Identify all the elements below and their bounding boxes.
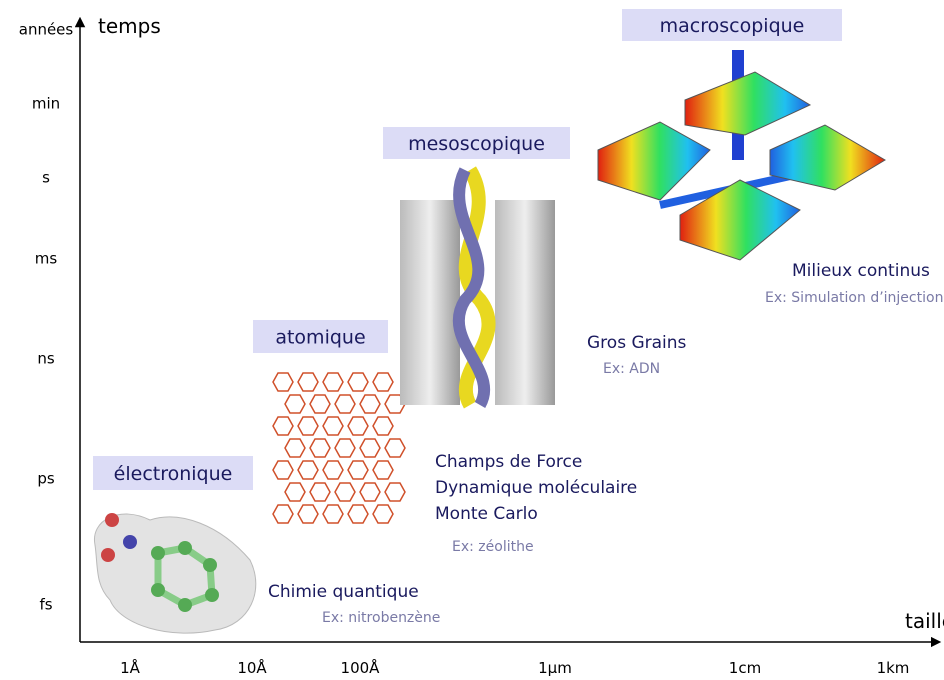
method: Chimie quantique <box>268 582 419 602</box>
ring <box>334 438 356 458</box>
x-tick-label: 10Å <box>237 658 267 677</box>
zeolite-image <box>272 372 406 524</box>
injection-image <box>597 50 886 261</box>
ring <box>359 394 381 414</box>
scale-label: macroscopique <box>660 15 805 37</box>
x-tick-label: 1km <box>877 659 910 677</box>
scale-box <box>93 456 253 490</box>
y-tick-label: ps <box>37 470 55 488</box>
ring <box>284 394 306 414</box>
scale-box <box>383 127 570 159</box>
ring <box>334 394 356 414</box>
ring <box>347 416 369 436</box>
ring <box>372 416 394 436</box>
ring <box>372 372 394 392</box>
ring <box>272 372 294 392</box>
ring <box>372 504 394 524</box>
ring <box>359 482 381 502</box>
method: Champs de Force <box>435 452 582 472</box>
ring <box>309 394 331 414</box>
ring <box>284 438 306 458</box>
y-axis-label: temps <box>98 14 161 38</box>
ring <box>272 460 294 480</box>
ring <box>359 438 381 458</box>
ring <box>347 460 369 480</box>
scale-box <box>253 320 388 353</box>
ring <box>309 438 331 458</box>
ring <box>384 438 406 458</box>
ring <box>297 372 319 392</box>
method: Gros Grains <box>587 333 687 353</box>
ring <box>297 460 319 480</box>
ring <box>309 482 331 502</box>
ring <box>297 504 319 524</box>
ring <box>372 460 394 480</box>
x-tick-label: 1µm <box>538 659 572 677</box>
ring <box>322 372 344 392</box>
y-tick-label: fs <box>39 596 52 614</box>
method: Monte Carlo <box>435 504 538 524</box>
ring <box>322 504 344 524</box>
ring <box>272 504 294 524</box>
y-tick-label: min <box>32 95 60 113</box>
ring <box>272 416 294 436</box>
scale-label: électronique <box>114 463 233 485</box>
y-tick-label: s <box>42 169 50 187</box>
x-tick-label: 1Å <box>120 658 141 677</box>
example: Ex: Simulation d’injection <box>765 290 943 306</box>
scale-label: atomique <box>275 327 365 349</box>
example: Ex: ADN <box>603 361 660 377</box>
nitrobenzene-image <box>94 513 257 634</box>
x-tick-label: 100Å <box>341 658 381 677</box>
example: Ex: nitrobenzène <box>322 610 440 626</box>
ring <box>322 416 344 436</box>
y-tick-label: années <box>19 21 74 39</box>
x-axis-label: taille <box>905 609 944 633</box>
ring <box>347 504 369 524</box>
ring <box>334 482 356 502</box>
ring <box>297 416 319 436</box>
y-tick-label: ms <box>35 250 58 268</box>
ring <box>284 482 306 502</box>
x-tick-label: 1cm <box>729 659 761 677</box>
y-tick-label: ns <box>37 350 55 368</box>
example: Ex: zéolithe <box>452 539 534 555</box>
ring <box>322 460 344 480</box>
scale-label: mesoscopique <box>408 133 545 155</box>
ring <box>347 372 369 392</box>
ring <box>384 482 406 502</box>
scale-box <box>622 9 842 41</box>
method: Dynamique moléculaire <box>435 478 637 498</box>
dna-image <box>400 166 555 409</box>
method: Milieux continus <box>792 261 930 281</box>
